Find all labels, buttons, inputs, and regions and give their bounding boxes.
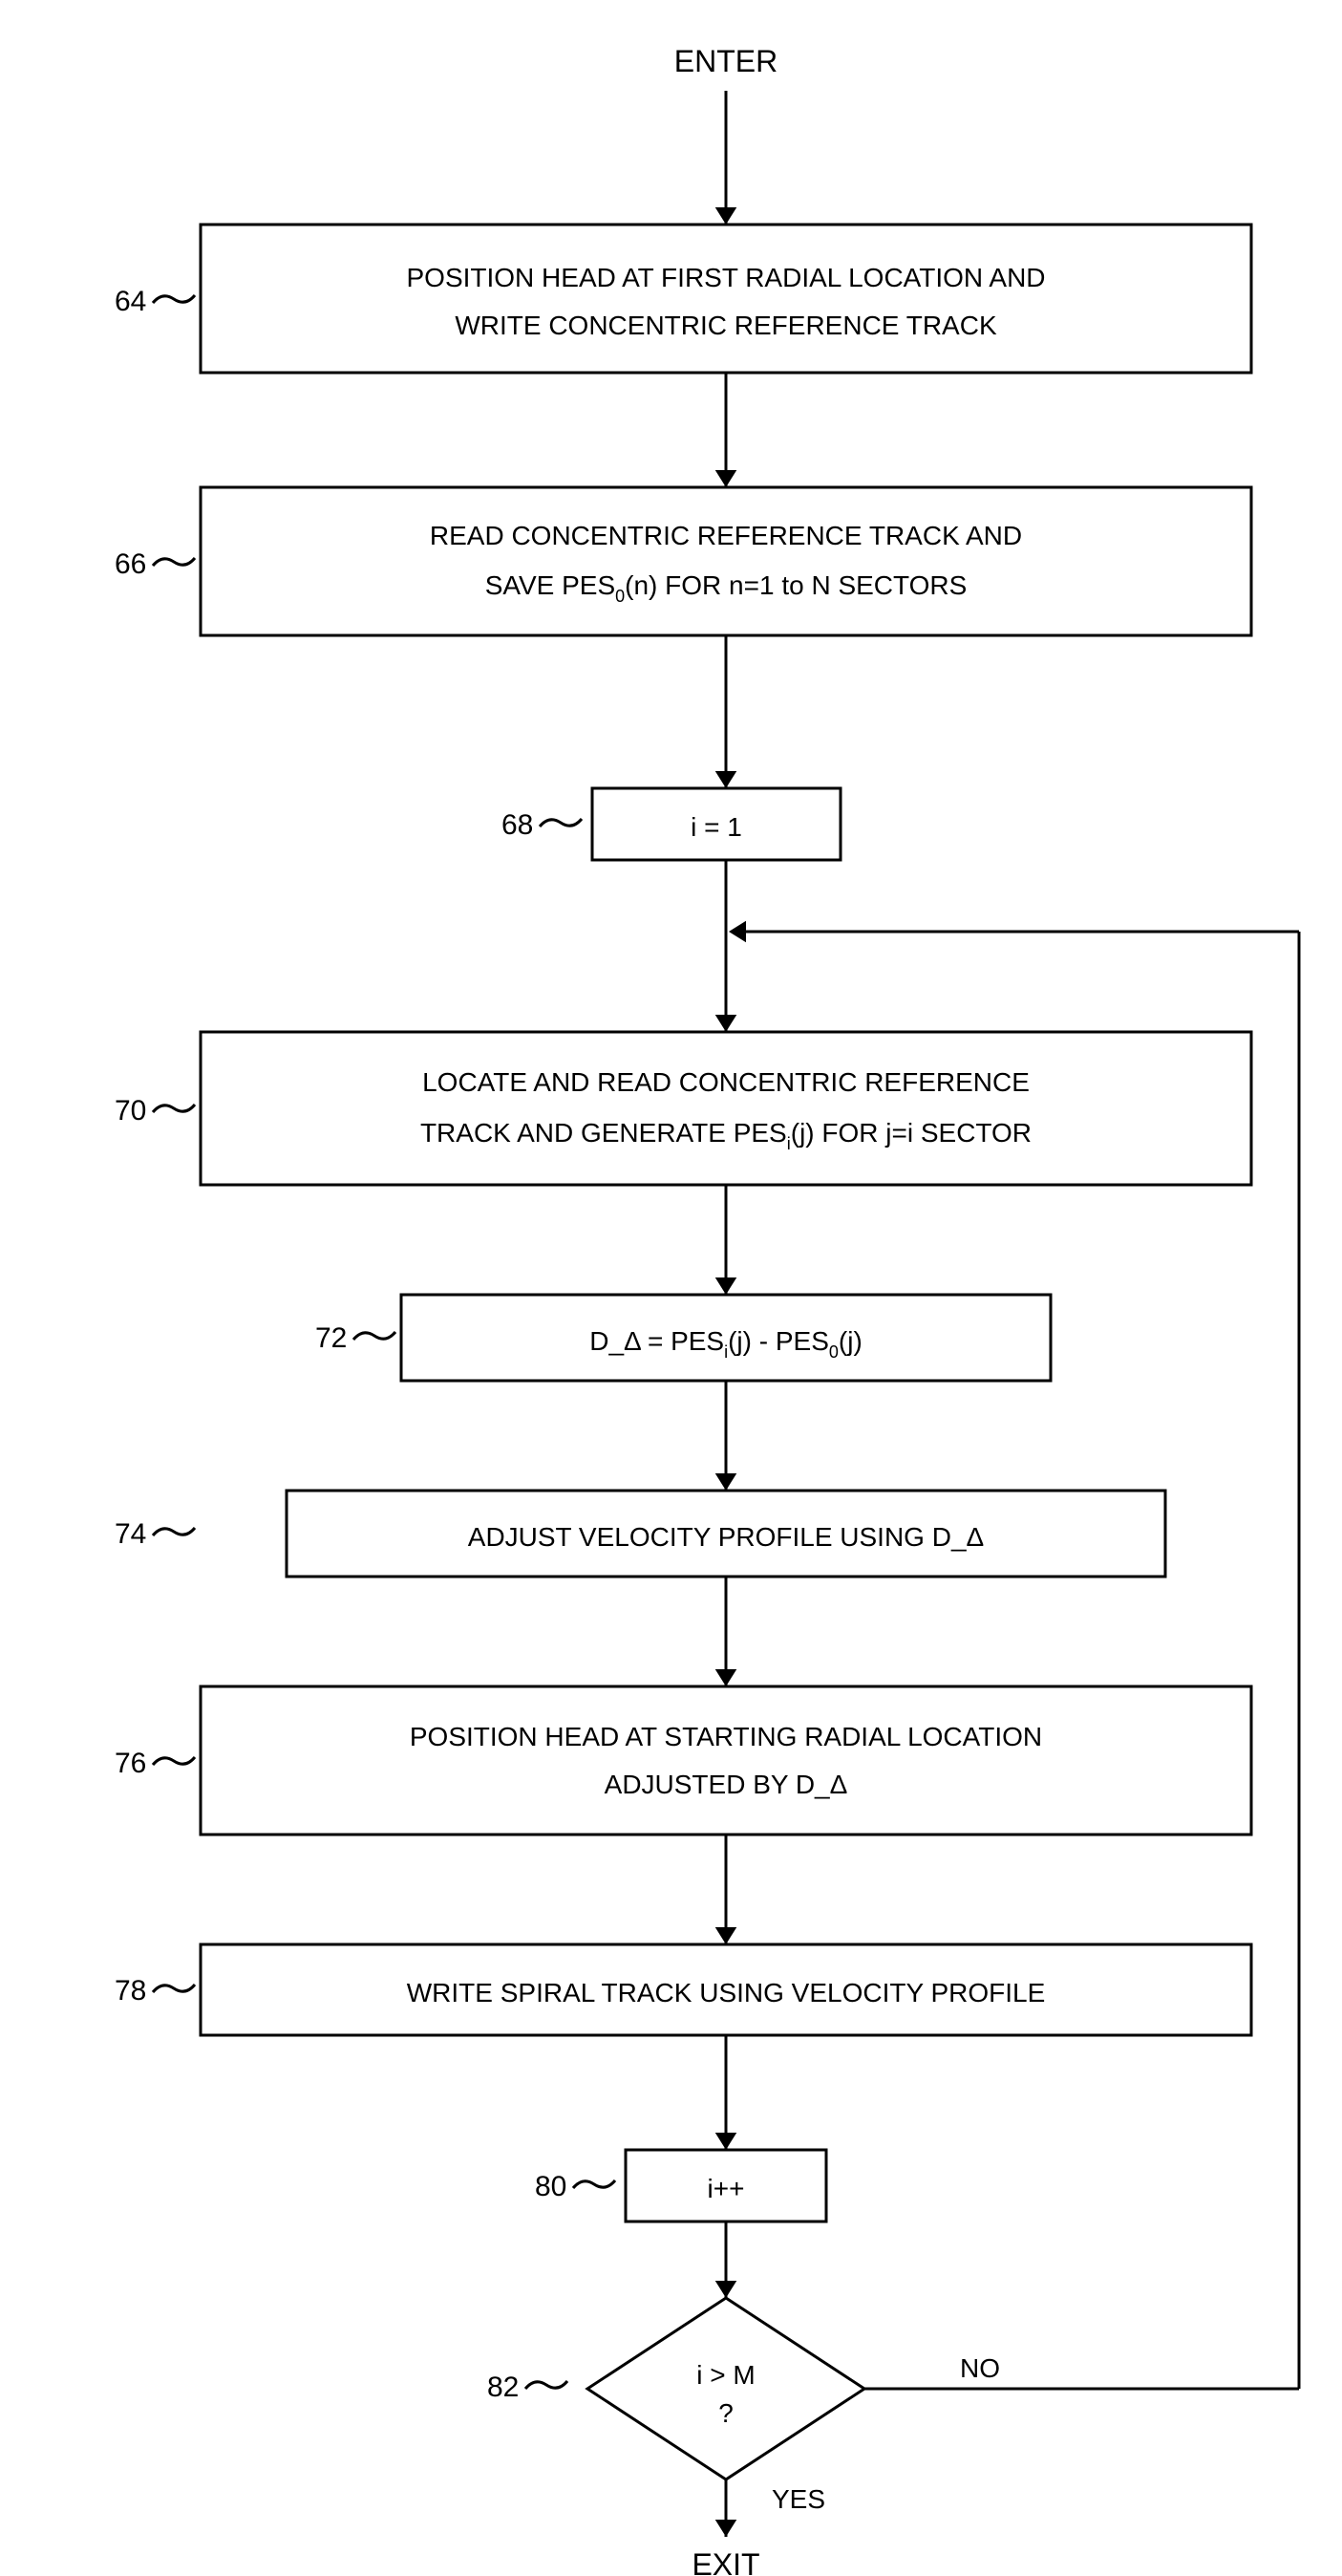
decision-82-line2: ? (718, 2398, 734, 2428)
step-70 (201, 1032, 1251, 1185)
ref-78: 78 (115, 1975, 146, 2007)
flowchart: ENTER POSITION HEAD AT FIRST RADIAL LOCAT… (0, 0, 1342, 2576)
step-72 (401, 1295, 1051, 1381)
ref-64: 64 (115, 286, 146, 317)
step-66 (201, 487, 1251, 635)
ref-80: 80 (535, 2171, 566, 2202)
step-70-line2: TRACK AND GENERATE PESi(j) FOR j=i SECTO… (420, 1118, 1032, 1153)
enter-label: ENTER (674, 44, 778, 78)
step-66-line2: SAVE PES0(n) FOR n=1 to N SECTORS (485, 570, 968, 606)
ref-74: 74 (115, 1518, 146, 1550)
no-label: NO (960, 2353, 1000, 2383)
step-72-text: D_Δ = PESi(j) - PES0(j) (589, 1326, 863, 1362)
step-80-text: i++ (708, 2174, 745, 2203)
exit-label: EXIT (692, 2547, 759, 2576)
ref-76: 76 (115, 1748, 146, 1779)
step-76-line1: POSITION HEAD AT STARTING RADIAL LOCATIO… (410, 1722, 1042, 1751)
step-76-line2: ADJUSTED BY D_Δ (605, 1770, 848, 1799)
ref-72: 72 (315, 1322, 347, 1354)
step-66-line1: READ CONCENTRIC REFERENCE TRACK AND (430, 521, 1022, 550)
step-68-text: i = 1 (691, 812, 742, 842)
ref-68: 68 (501, 809, 533, 841)
step-64-line2: WRITE CONCENTRIC REFERENCE TRACK (455, 311, 997, 340)
ref-70: 70 (115, 1095, 146, 1127)
step-64-line1: POSITION HEAD AT FIRST RADIAL LOCATION A… (406, 263, 1045, 292)
yes-label: YES (772, 2484, 825, 2514)
step-64 (201, 225, 1251, 373)
ref-66: 66 (115, 548, 146, 580)
ref-82: 82 (487, 2372, 519, 2403)
decision-82-line1: i > M (696, 2360, 755, 2390)
step-74-text: ADJUST VELOCITY PROFILE USING D_Δ (468, 1522, 984, 1552)
step-78-text: WRITE SPIRAL TRACK USING VELOCITY PROFIL… (407, 1978, 1046, 2007)
step-76 (201, 1686, 1251, 1835)
step-70-line1: LOCATE AND READ CONCENTRIC REFERENCE (422, 1067, 1030, 1097)
